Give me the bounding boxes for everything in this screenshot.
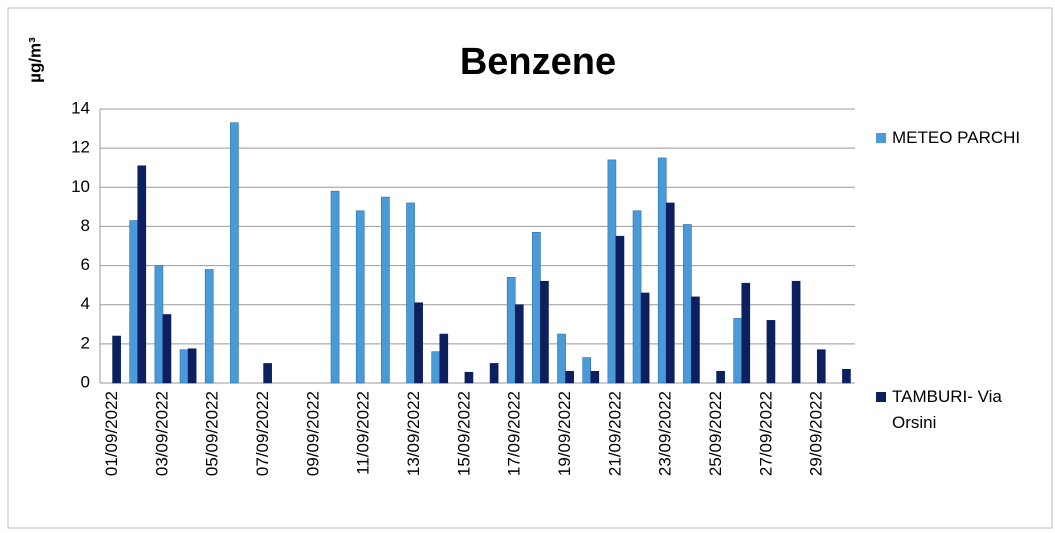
bar: [590, 370, 600, 384]
bar: [137, 165, 147, 384]
bar: [414, 302, 423, 384]
bar: [565, 370, 574, 384]
bar: [230, 122, 239, 384]
bar: [179, 349, 189, 384]
bar: [112, 335, 121, 384]
x-tick-label: 23/09/2022: [656, 391, 675, 476]
bar: [162, 314, 172, 384]
chart-title: Benzene: [460, 41, 616, 83]
bar: [657, 157, 667, 384]
y-axis-label: µg/m³: [25, 37, 44, 83]
x-tick-label: 05/09/2022: [203, 391, 222, 476]
bar: [464, 371, 474, 384]
bar: [431, 351, 441, 384]
bar: [514, 304, 524, 384]
x-tick-label: 13/09/2022: [404, 391, 423, 476]
y-tick-label: 14: [71, 98, 90, 117]
y-tick-label: 8: [81, 216, 90, 235]
bar: [733, 318, 743, 384]
bar: [640, 292, 650, 384]
bar: [842, 368, 851, 384]
bar: [582, 357, 592, 384]
x-tick-label: 01/09/2022: [102, 391, 121, 476]
bar: [741, 282, 751, 384]
bar: [683, 224, 692, 384]
bar: [330, 190, 340, 384]
x-tick-label: 11/09/2022: [354, 391, 373, 475]
bar: [691, 296, 700, 384]
bar: [791, 280, 801, 384]
x-tick-label: 25/09/2022: [706, 391, 725, 476]
bar: [532, 232, 541, 384]
legend-swatch: [876, 133, 886, 143]
x-tick-label: 15/09/2022: [454, 391, 473, 476]
bar: [766, 320, 776, 384]
bar: [439, 333, 449, 384]
x-tick-label: 21/09/2022: [605, 391, 624, 476]
bar: [129, 220, 139, 384]
y-tick-label: 0: [81, 372, 90, 391]
x-tick-label: 03/09/2022: [152, 391, 171, 476]
bar: [665, 202, 675, 384]
bar: [406, 202, 415, 384]
y-tick-label: 2: [81, 333, 90, 352]
bar: [263, 363, 272, 384]
bar: [632, 210, 642, 384]
legend-label: TAMBURI- Via Orsini: [892, 387, 1002, 432]
bar: [607, 159, 617, 384]
bar: [489, 363, 499, 384]
x-tick-label: 19/09/2022: [555, 391, 574, 476]
bar: [355, 210, 365, 384]
bar: [540, 280, 549, 384]
x-tick-label: 29/09/2022: [807, 391, 826, 476]
y-tick-label: 12: [71, 138, 90, 157]
bar: [557, 333, 566, 384]
y-tick-label: 10: [71, 177, 90, 196]
bar: [187, 348, 197, 384]
x-tick-label: 09/09/2022: [303, 391, 322, 476]
y-tick-label: 6: [81, 255, 90, 274]
legend-swatch: [876, 392, 886, 402]
legend-label: METEO PARCHI: [892, 128, 1021, 147]
bar: [716, 370, 725, 384]
x-tick-label: 27/09/2022: [756, 391, 775, 476]
x-tick-label: 17/09/2022: [505, 391, 524, 476]
bar: [204, 269, 214, 384]
bar: [506, 277, 516, 384]
bar: [816, 349, 826, 384]
chart-border: [7, 7, 1053, 529]
bar: [381, 196, 390, 384]
x-tick-label: 07/09/2022: [253, 391, 272, 476]
bar: [615, 235, 625, 384]
bar: [154, 265, 164, 384]
y-tick-label: 4: [81, 294, 90, 313]
